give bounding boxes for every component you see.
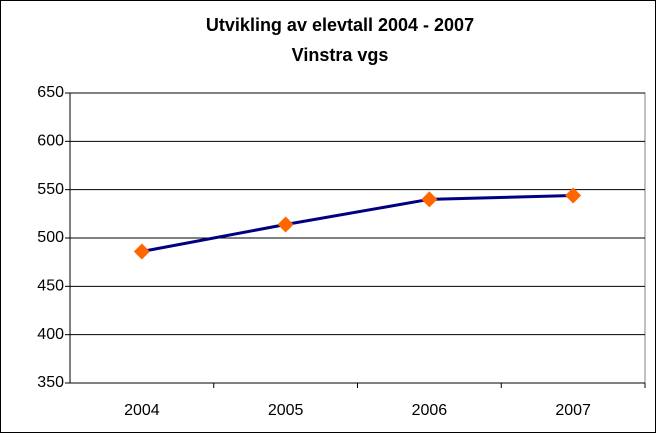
series-line — [141, 193, 574, 254]
y-tick-label: 450 — [37, 278, 64, 295]
chart-title: Utvikling av elevtall 2004 - 2007 — [206, 15, 474, 35]
x-tick-label: 2006 — [412, 402, 448, 419]
y-tick-label: 350 — [37, 374, 64, 391]
y-tick-label: 600 — [37, 133, 64, 150]
x-tick-label: 2004 — [124, 402, 160, 419]
x-tick-label: 2007 — [555, 402, 591, 419]
data-point — [421, 191, 438, 208]
data-point — [277, 216, 294, 233]
y-tick-label: 650 — [37, 84, 64, 101]
chart-subtitle: Vinstra vgs — [292, 45, 389, 65]
data-point — [133, 243, 150, 260]
y-tick-label: 500 — [37, 229, 64, 246]
y-tick-label: 400 — [37, 326, 64, 343]
data-point — [565, 187, 582, 204]
x-tick-label: 2005 — [268, 402, 304, 419]
y-tick-label: 550 — [37, 181, 64, 198]
